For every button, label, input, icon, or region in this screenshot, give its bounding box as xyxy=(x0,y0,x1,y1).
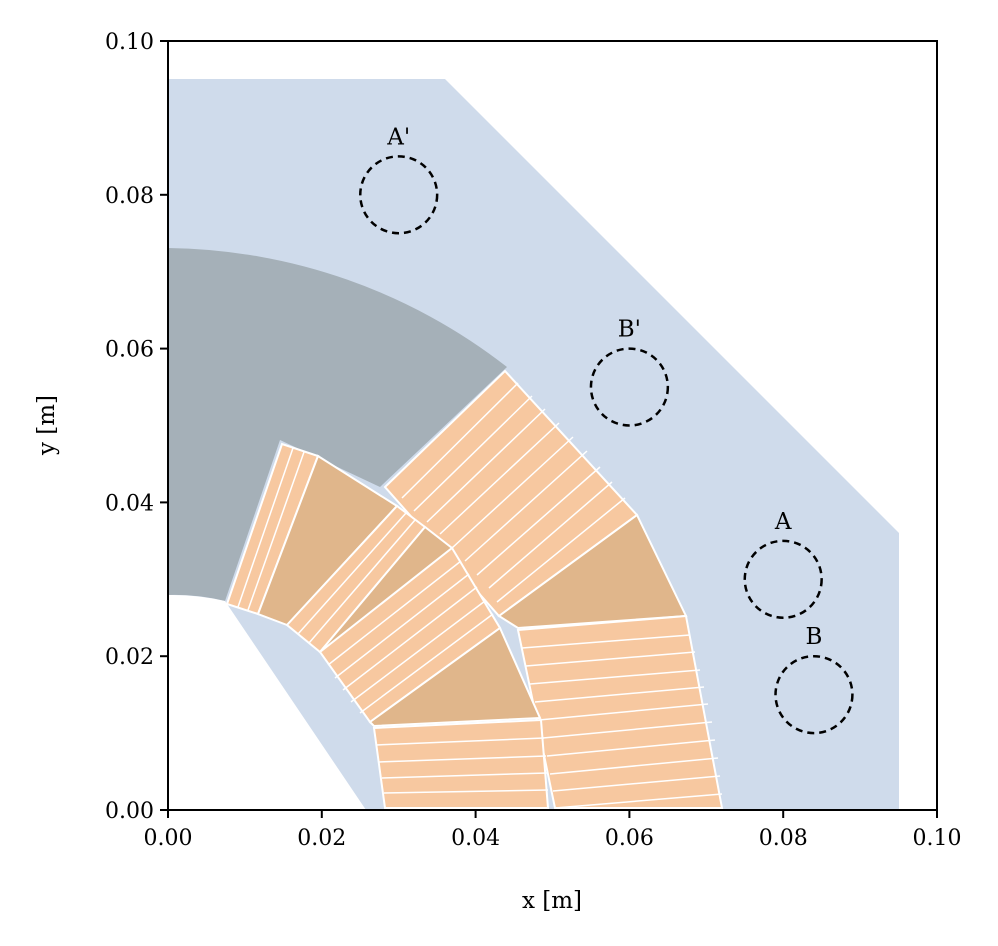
conductor-divider xyxy=(413,395,533,512)
conductor-divider xyxy=(525,651,696,667)
y-tick-label: 0.04 xyxy=(105,491,154,516)
conductor-divider xyxy=(529,669,701,685)
conductor-divider xyxy=(496,497,626,603)
y-axis-label: y [m] xyxy=(34,395,60,456)
x-tick-label: 0.02 xyxy=(297,826,346,851)
x-axis-label: x [m] xyxy=(522,888,582,914)
x-tick-label: 0.04 xyxy=(451,826,500,851)
conductor-divider xyxy=(401,382,519,499)
conductor-divider xyxy=(308,519,416,644)
conductor-divider xyxy=(552,775,721,792)
probe-circle xyxy=(774,654,854,735)
plot-area: A' B' A B xyxy=(168,79,899,810)
collar-region xyxy=(168,248,507,601)
x-tick-label: 0.00 xyxy=(144,826,193,851)
conductor-divider xyxy=(342,586,478,691)
y-tick-label: 0.06 xyxy=(105,338,154,363)
tick-layer: 0.00 0.02 0.04 0.06 0.08 0.10 0.00 0.02 0.04 0.06… xyxy=(105,30,961,851)
probe-circle xyxy=(743,539,823,619)
conductor-divider xyxy=(549,757,719,775)
wedge xyxy=(368,626,542,728)
conductor-divider xyxy=(546,739,716,757)
axes-frame xyxy=(167,40,938,811)
y-tick-label: 0.08 xyxy=(105,184,154,209)
conductor-divider xyxy=(426,408,546,523)
conductor-divider xyxy=(534,686,705,703)
coil-block xyxy=(372,718,550,809)
conductor-divider xyxy=(297,512,407,635)
y-tick-label: 0.10 xyxy=(105,30,154,55)
conductor-divider xyxy=(350,600,486,703)
conductor-divider xyxy=(542,721,713,739)
conductor-divider xyxy=(488,481,613,589)
probe-label: B xyxy=(806,624,823,650)
x-tick-label: 0.08 xyxy=(759,826,808,851)
coil-assembly xyxy=(225,369,724,809)
probe-label: A xyxy=(774,509,792,535)
conductor-divider xyxy=(439,422,560,535)
y-tick-label: 0.00 xyxy=(105,799,154,824)
conductor-block xyxy=(372,718,550,809)
coil-block xyxy=(318,546,502,724)
x-tick-label: 0.06 xyxy=(605,826,654,851)
x-tick-label: 0.10 xyxy=(913,826,962,851)
conductor-divider xyxy=(554,793,723,809)
conductor-divider xyxy=(237,447,294,608)
conductor-divider xyxy=(247,451,305,611)
conductor-divider xyxy=(521,634,691,649)
y-tick-label: 0.02 xyxy=(105,645,154,670)
probe-circle xyxy=(589,347,670,427)
conductor-divider xyxy=(464,450,588,562)
conductor-divider xyxy=(378,755,547,763)
probe-label: A' xyxy=(386,124,410,150)
conductor-divider xyxy=(375,737,545,746)
conductor-divider xyxy=(383,789,549,794)
conductor-divider xyxy=(381,772,548,779)
coil-block xyxy=(225,442,320,616)
coil-block xyxy=(516,614,724,809)
conductor-divider xyxy=(451,436,574,549)
conductor-divider xyxy=(476,466,601,576)
probe-label: B' xyxy=(618,317,641,343)
bore-region xyxy=(168,594,366,810)
conductor-divider xyxy=(359,613,494,714)
probe-layer: A' B' A B xyxy=(359,124,854,735)
conductor-divider xyxy=(327,560,462,666)
probe-circle xyxy=(359,155,439,235)
conductor-divider xyxy=(334,573,470,679)
conductor-divider xyxy=(538,703,709,721)
